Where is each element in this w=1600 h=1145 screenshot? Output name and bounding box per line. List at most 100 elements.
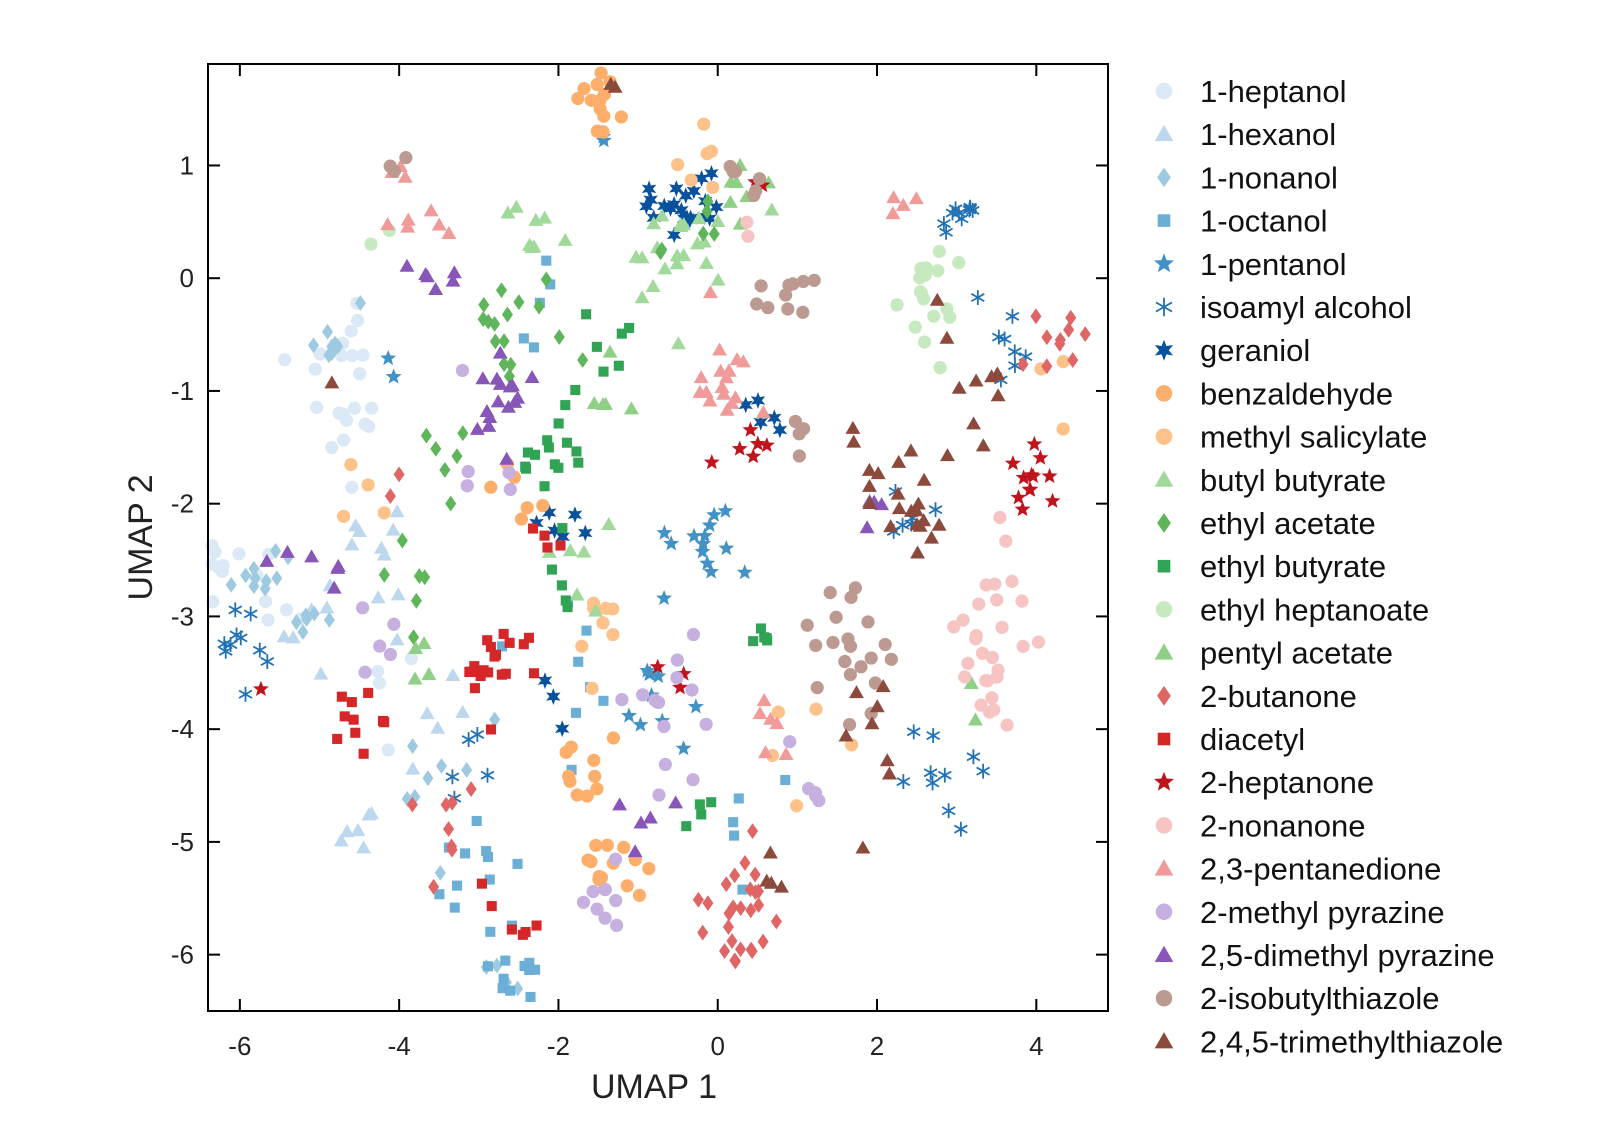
point-2-4-5-trimethylthiazole bbox=[989, 367, 1005, 381]
point-2-butanone bbox=[1079, 326, 1091, 343]
point-geraniol bbox=[643, 191, 658, 209]
point-pentyl-acetate bbox=[602, 344, 618, 358]
point-2-isobutylthiazole bbox=[729, 164, 743, 178]
point-2-isobutylthiazole bbox=[826, 635, 840, 650]
point-2-isobutylthiazole bbox=[838, 654, 852, 669]
point-1-octanol bbox=[434, 889, 445, 900]
point-2-methyl-pyrazine bbox=[685, 683, 699, 697]
point-2-nonanone bbox=[961, 656, 975, 670]
legend-marker-1-hexanol bbox=[1154, 124, 1174, 142]
point-2-4-5-trimethylthiazole bbox=[931, 517, 947, 531]
point-2-4-5-trimethylthiazole bbox=[903, 443, 919, 457]
point-geraniol bbox=[694, 169, 709, 187]
point-2-3-pentanedione bbox=[400, 212, 416, 226]
point-1-pentanol bbox=[717, 502, 734, 518]
point-1-octanol bbox=[728, 817, 739, 828]
point-2-3-pentanedione bbox=[712, 342, 727, 356]
point-1-pentanol bbox=[380, 349, 397, 366]
point-2-nonanone bbox=[972, 597, 986, 611]
point-diacetyl bbox=[485, 724, 497, 735]
point-benzaldehyde bbox=[597, 109, 611, 123]
point-pentyl-acetate bbox=[408, 640, 424, 654]
point-1-hexanol bbox=[339, 824, 355, 838]
point-1-heptanol bbox=[313, 347, 327, 361]
point-2-heptanone bbox=[1032, 449, 1049, 465]
point-2-butanone bbox=[729, 867, 741, 884]
point-2-nonanone bbox=[979, 578, 993, 592]
point-benzaldehyde bbox=[594, 66, 608, 80]
point-isoamyl-alcohol bbox=[976, 763, 991, 779]
point-1-hexanol bbox=[445, 667, 461, 682]
point-2-isobutylthiazole bbox=[749, 184, 763, 198]
point-2-3-pentanedione bbox=[716, 386, 732, 400]
point-methyl-salicylate bbox=[809, 702, 823, 716]
point-2-methyl-pyrazine bbox=[387, 617, 401, 631]
x-tick-label: 2 bbox=[870, 1031, 884, 1061]
point-2-5-dimethyl-pyrazine bbox=[524, 370, 540, 384]
series-2-methyl-pyrazine bbox=[355, 363, 826, 933]
point-2-butanone bbox=[745, 941, 757, 958]
point-ethyl-acetate bbox=[489, 333, 501, 350]
point-2-butanone bbox=[1065, 309, 1077, 326]
point-isoamyl-alcohol bbox=[991, 329, 1006, 345]
point-ethyl-acetate bbox=[489, 316, 501, 332]
point-butyl-butyrate bbox=[676, 248, 692, 262]
series-isoamyl-alcohol bbox=[217, 199, 1033, 837]
point-ethyl-acetate bbox=[498, 356, 510, 373]
point-1-hexanol bbox=[313, 666, 329, 680]
point-isoamyl-alcohol bbox=[260, 654, 275, 669]
point-isoamyl-alcohol bbox=[937, 767, 952, 783]
point-2-4-5-trimethylthiazole bbox=[975, 438, 991, 452]
point-1-nonanol bbox=[422, 770, 434, 787]
point-2-isobutylthiazole bbox=[844, 590, 858, 604]
series-2-butanone bbox=[384, 308, 1091, 970]
point-diacetyl bbox=[336, 691, 347, 702]
point-1-heptanol bbox=[325, 440, 339, 455]
point-2-isobutylthiazole bbox=[387, 164, 402, 178]
legend-label-1-pentanol: 1-pentanol bbox=[1200, 247, 1347, 282]
point-2-methyl-pyrazine bbox=[657, 719, 671, 734]
point-1-heptanol bbox=[345, 349, 359, 363]
point-ethyl-butyrate bbox=[681, 821, 692, 832]
point-2-3-pentanedione bbox=[763, 711, 779, 725]
point-methyl-salicylate bbox=[700, 147, 714, 161]
point-1-heptanol bbox=[332, 406, 346, 420]
point-ethyl-heptanoate bbox=[890, 298, 904, 312]
point-2-nonanone bbox=[947, 620, 961, 634]
point-geraniol bbox=[567, 506, 583, 524]
point-2-4-5-trimethylthiazole bbox=[324, 375, 340, 389]
point-benzaldehyde bbox=[590, 77, 604, 92]
point-geraniol bbox=[555, 528, 570, 546]
legend-item-2-3-pentanedione: 2,3-pentanedione bbox=[1154, 852, 1441, 887]
point-geraniol bbox=[529, 514, 544, 532]
point-2-nonanone bbox=[956, 613, 970, 627]
point-isoamyl-alcohol bbox=[937, 216, 951, 232]
point-methyl-salicylate bbox=[1056, 355, 1070, 369]
point-1-nonanol bbox=[308, 605, 320, 622]
point-ethyl-acetate bbox=[413, 568, 425, 585]
legend-marker-pentyl-acetate bbox=[1154, 643, 1174, 660]
point-2-heptanone bbox=[1026, 435, 1043, 451]
legend-item-1-heptanol: 1-heptanol bbox=[1155, 74, 1347, 109]
point-2-butanone bbox=[692, 891, 704, 908]
point-2-4-5-trimethylthiazole bbox=[845, 420, 861, 434]
point-ethyl-acetate bbox=[430, 440, 442, 457]
point-ethyl-acetate bbox=[533, 298, 545, 315]
point-2-3-pentanedione bbox=[698, 384, 714, 398]
legend-marker-methyl-salicylate bbox=[1155, 428, 1173, 445]
point-1-nonanol bbox=[297, 624, 309, 640]
point-2-methyl-pyrazine bbox=[461, 464, 475, 479]
y-tick-label: 0 bbox=[180, 263, 194, 293]
legend-item-ethyl-heptanoate: ethyl heptanoate bbox=[1155, 592, 1429, 627]
point-benzaldehyde bbox=[632, 888, 647, 902]
point-geraniol bbox=[537, 672, 553, 690]
point-1-nonanol bbox=[323, 612, 335, 628]
point-2-3-pentanedione bbox=[423, 203, 439, 217]
point-2-butanone bbox=[719, 943, 731, 959]
point-ethyl-butyrate bbox=[539, 481, 550, 492]
point-ethyl-butyrate bbox=[759, 632, 770, 643]
point-2-nonanone bbox=[975, 646, 990, 660]
point-2-methyl-pyrazine bbox=[670, 671, 684, 685]
point-1-hexanol bbox=[344, 537, 360, 551]
point-1-heptanol bbox=[215, 564, 230, 578]
